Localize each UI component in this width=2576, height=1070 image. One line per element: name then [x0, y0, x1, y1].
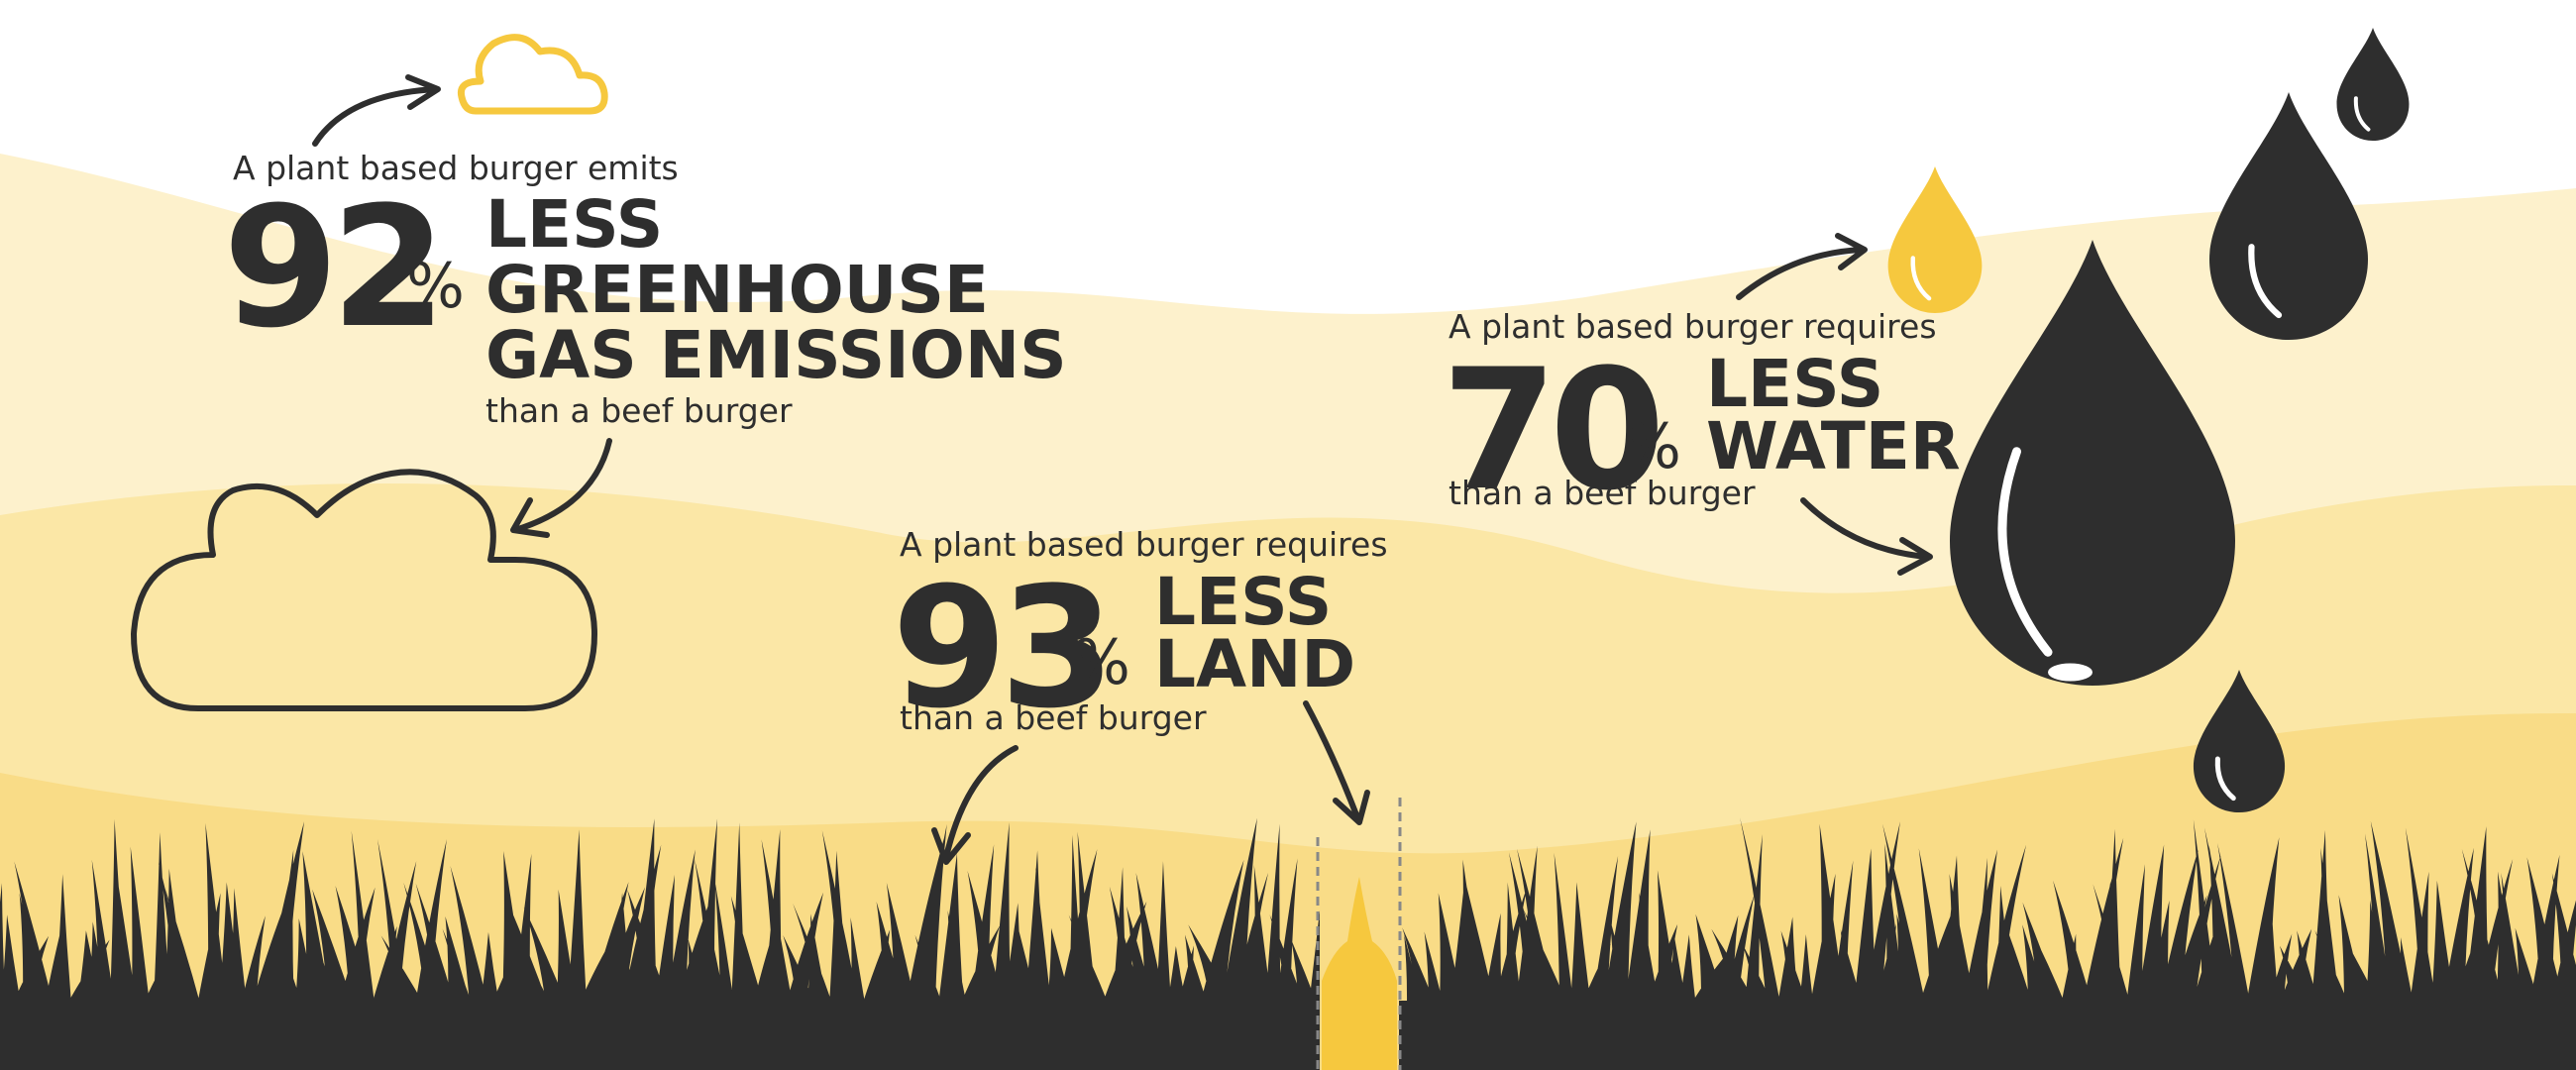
- emissions-comparison: than a beef burger: [485, 391, 793, 430]
- grass-ground: [0, 1001, 2576, 1070]
- emissions-headline-line-2: GREENHOUSE: [485, 252, 989, 328]
- water-drop-icon: [1950, 240, 2235, 686]
- water-headline-line-2: WATER: [1706, 408, 1961, 484]
- cloud-icon: [457, 34, 608, 115]
- emissions-intro: A plant based burger emits: [233, 149, 679, 187]
- water-drop-icon: [2193, 670, 2286, 812]
- water-intro: A plant based burger requires: [1449, 307, 1937, 346]
- water-drop-icon: [2336, 28, 2410, 141]
- land-comparison: than a beef burger: [900, 698, 1207, 737]
- grass-icon: [0, 817, 2576, 1006]
- water-number: 70: [1442, 333, 1665, 527]
- arrow-icon: [510, 438, 612, 538]
- grass-blade-icon: [1322, 877, 1397, 1070]
- water-drop-icon: [1887, 166, 1983, 313]
- emissions-headline-line-3: GAS EMISSIONS: [485, 317, 1067, 393]
- cloud-icon: [131, 469, 597, 711]
- arrow-icon: [1800, 497, 1933, 576]
- land-percent: %: [1072, 626, 1130, 698]
- land-number: 93: [892, 551, 1116, 745]
- water-comparison: than a beef burger: [1449, 474, 1756, 512]
- emissions-percent: %: [406, 250, 465, 322]
- grass-blades: [0, 817, 2576, 1006]
- emissions-number: 92: [223, 170, 447, 365]
- arrow-icon: [1303, 700, 1370, 825]
- emissions-headline-line-1: LESS: [485, 186, 664, 263]
- water-headline-line-1: LESS: [1706, 346, 1884, 422]
- arrow-icon: [312, 74, 441, 147]
- water-drop-icon: [2209, 92, 2368, 340]
- land-headline-line-1: LESS: [1154, 564, 1333, 640]
- arrow-icon: [1736, 233, 1868, 300]
- land-intro: A plant based burger requires: [900, 525, 1388, 564]
- land-headline-line-2: LAND: [1154, 626, 1356, 702]
- arrow-icon: [931, 745, 1019, 865]
- water-percent: %: [1623, 410, 1681, 482]
